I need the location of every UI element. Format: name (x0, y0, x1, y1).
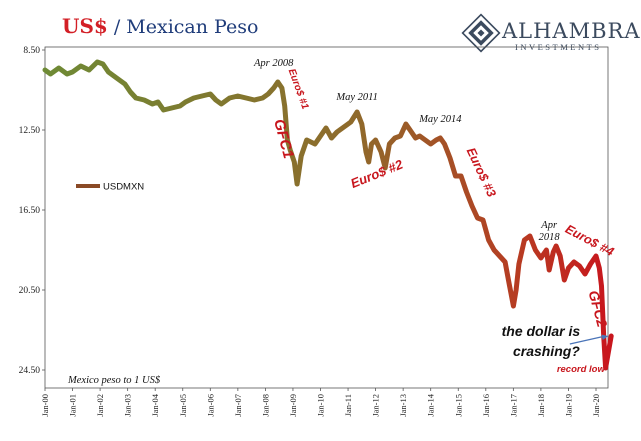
x-tick-label: Jan-09 (288, 394, 298, 417)
x-tick-label: Jan-18 (536, 394, 546, 417)
annotation-label: Euro$ #1 (286, 67, 311, 111)
annotation-label: GFC2 (586, 289, 611, 329)
y-tick-label: 16.50 (19, 206, 41, 216)
x-tick-label: Jan-00 (40, 394, 50, 417)
x-tick-label: Jan-16 (481, 394, 491, 417)
x-tick-label: Jan-01 (68, 394, 78, 417)
legend: USDMXN (76, 182, 144, 193)
x-axis: Jan-00 Jan-01 Jan-02 Jan-03 Jan-04 Jan-05 Jan-… (40, 388, 601, 417)
x-tick-label: Jan-19 (563, 394, 573, 417)
x-tick-label: Jan-02 (95, 394, 105, 417)
series-layer (42, 59, 614, 371)
plot-frame (44, 46, 609, 389)
series-line-usdmxn (42, 59, 614, 371)
annotation-label: Euro$ #3 (464, 145, 499, 199)
annotation-label: record low (557, 364, 606, 375)
annotation-label: GFC1 (270, 117, 297, 160)
y-axis: 8.50 12.50 16.50 20.50 24.50 (19, 46, 45, 376)
x-tick-label: Jan-11 (343, 394, 353, 416)
x-tick-label: Jan-13 (398, 394, 408, 417)
chart-title-part1: US$ (62, 14, 108, 38)
x-tick-label: Jan-17 (508, 394, 518, 417)
legend-label-usdmxn: USDMXN (103, 182, 144, 193)
brand-name: ALHAMBRA (501, 19, 641, 43)
y-tick-label: 24.50 (19, 366, 41, 376)
x-tick-label: Jan-07 (233, 394, 243, 417)
x-tick-label: Jan-20 (591, 394, 601, 417)
x-tick-label: Jan-15 (453, 394, 463, 417)
x-tick-label: Jan-03 (123, 394, 133, 417)
annotation-label: Euro$ #2 (348, 156, 405, 191)
arrow-head-icon (601, 334, 609, 340)
y-tick-label: 8.50 (23, 46, 40, 56)
annotation-label: 2018 (539, 232, 561, 243)
annotation-label: the dollar is (502, 323, 581, 339)
x-tick-label: Jan-14 (426, 393, 436, 416)
annotation-label: May 2014 (418, 114, 462, 125)
y-tick-label: 20.50 (19, 286, 41, 296)
x-tick-label: Jan-04 (150, 393, 160, 416)
alhambra-logo: ALHAMBRA INVESTMENTS (461, 13, 641, 53)
x-tick-label: Jan-05 (178, 394, 188, 417)
chart-title-part2: / Mexican Peso (108, 16, 259, 38)
annotation-label: Apr (540, 220, 558, 231)
chart-title: US$ / Mexican Peso (62, 14, 258, 38)
x-tick-label: Jan-10 (316, 394, 326, 417)
x-tick-label: Jan-12 (371, 394, 381, 417)
annotation-label: crashing? (513, 343, 580, 359)
x-tick-label: Jan-08 (260, 394, 270, 417)
chart-note: Mexico peso to 1 US$ (67, 375, 161, 386)
annotation-label: May 2011 (335, 92, 378, 103)
y-tick-label: 12.50 (19, 126, 41, 136)
annotation-arrow (569, 335, 606, 345)
annotation-label: Apr 2008 (253, 58, 294, 69)
x-tick-label: Jan-06 (205, 394, 215, 417)
alhambra-diamond-icon (461, 13, 501, 53)
